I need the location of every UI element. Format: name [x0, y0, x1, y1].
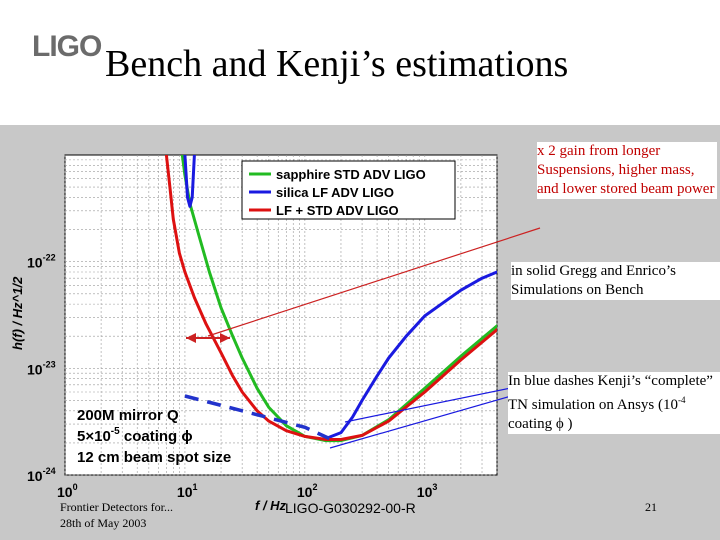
x-tick-label: 102 [297, 482, 318, 500]
legend-box [241, 160, 456, 220]
gain-arrowhead-left [186, 333, 196, 343]
gain-arrowhead-right [220, 333, 230, 343]
page-number: 21 [645, 500, 657, 514]
y-axis-label: h(f) / Hz^1/2 [10, 276, 25, 350]
series-line-lf-std [164, 155, 497, 441]
annotation-coating: 5×10-5 coating ϕ [77, 426, 193, 445]
note-solid: in solid Gregg and Enrico’s Simulations … [511, 262, 720, 300]
arrows [186, 227, 541, 449]
x-tick-label: 100 [57, 482, 78, 500]
logo-text: LIGO [32, 30, 102, 63]
legend-label: LF + STD ADV LIGO [276, 203, 399, 218]
note-gain: x 2 gain from longer Suspensions, higher… [537, 142, 717, 199]
arrow-to-kenji [344, 387, 512, 423]
note-kenji-exp: -4 [678, 395, 686, 405]
legend-label: silica LF ADV LIGO [276, 185, 394, 200]
x-tick-label: 101 [177, 482, 198, 500]
y-tick-label: 10-23 [27, 359, 56, 377]
annotation-spot-size: 12 cm beam spot size [77, 449, 231, 466]
footer-document-id: LIGO-G030292-00-R [285, 500, 416, 516]
series-line-silica [324, 270, 497, 440]
legend-label: sapphire STD ADV LIGO [276, 167, 426, 182]
footer-left: Frontier Detectors for... 28th of May 20… [60, 499, 173, 531]
note-kenji-suffix: coating ϕ ) [508, 416, 573, 432]
tick-labels: 100 101 102 103 10-22 10-23 10-24 [27, 253, 437, 500]
legend: sapphire STD ADV LIGO silica LF ADV LIGO L… [241, 160, 456, 220]
arrow-to-kenji-bottom [329, 395, 512, 449]
annotation-mirror-q: 200M mirror Q [77, 407, 179, 424]
plot-annotations: 200M mirror Q 5×10-5 coating ϕ 12 cm beam … [77, 407, 231, 466]
ligo-logo: LIGO [30, 28, 115, 68]
arrow-to-gain [207, 227, 541, 337]
x-tick-label: 103 [417, 482, 438, 500]
slide-title: Bench and Kenji’s estimations [105, 43, 569, 85]
x-axis-label: f / Hz [255, 498, 287, 513]
series-group [164, 155, 497, 443]
kenji-dashed-line [184, 394, 331, 441]
footer-presentation: Frontier Detectors for... [60, 500, 173, 514]
series-line-silica [183, 155, 196, 208]
note-kenji-text: In blue dashes Kenji’s “complete” TN sim… [508, 373, 713, 413]
y-tick-label: 10-22 [27, 253, 56, 271]
note-kenji: In blue dashes Kenji’s “complete” TN sim… [508, 372, 720, 434]
y-tick-label: 10-24 [27, 466, 56, 484]
footer-date: 28th of May 2003 [60, 516, 147, 530]
